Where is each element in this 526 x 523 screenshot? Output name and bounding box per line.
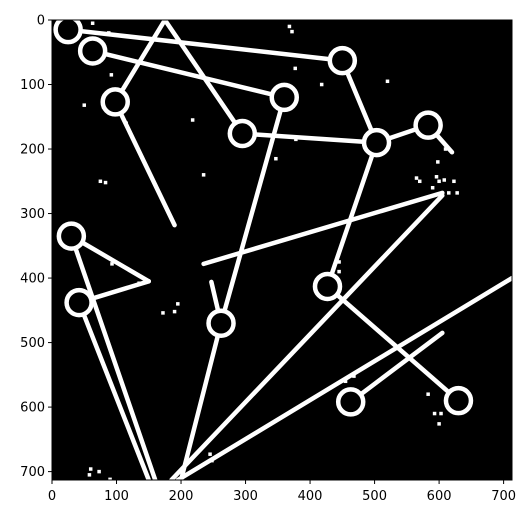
noise-speck [99, 180, 103, 184]
noise-speck [337, 260, 341, 264]
noise-speck [176, 302, 180, 306]
noise-speck [108, 478, 112, 482]
y-tick-label: 400 [20, 272, 45, 287]
noise-speck [320, 83, 324, 87]
noise-speck [418, 180, 422, 184]
noise-speck [210, 459, 214, 463]
noise-speck [415, 176, 419, 180]
y-tick-label: 200 [20, 143, 45, 158]
x-axis: 0 100 200 300 400 500 600 700 [48, 480, 516, 504]
noise-speck [293, 67, 297, 71]
noise-speck [110, 262, 114, 266]
noise-speck [104, 181, 108, 185]
noise-speck [202, 173, 206, 177]
y-axis: 0 100 200 300 400 500 600 700 [20, 14, 52, 481]
noise-speck [439, 412, 443, 416]
noise-speck [352, 374, 356, 378]
x-tick-label: 400 [298, 489, 323, 504]
noise-speck [89, 467, 93, 471]
noise-speck [290, 30, 294, 34]
noise-speck [107, 31, 111, 35]
noise-speck [435, 175, 439, 179]
noise-speck [173, 310, 177, 314]
noise-speck [452, 180, 456, 184]
y-tick-label: 100 [20, 78, 45, 93]
y-tick-label: 500 [20, 336, 45, 351]
x-tick-label: 600 [427, 489, 452, 504]
y-tick-label: 300 [20, 207, 45, 222]
noise-speck [208, 452, 212, 456]
noise-speck [137, 281, 141, 285]
noise-speck [191, 118, 195, 122]
noise-speck [88, 473, 92, 477]
noise-speck [386, 80, 390, 84]
noise-speck [110, 73, 114, 77]
x-tick-label: 500 [362, 489, 387, 504]
y-tick-label: 700 [20, 465, 45, 480]
x-tick-label: 200 [169, 489, 194, 504]
x-tick-label: 0 [48, 489, 56, 504]
noise-speck [344, 380, 348, 384]
noise-speck [124, 121, 128, 125]
noise-speck [444, 147, 448, 151]
y-tick-label: 0 [37, 14, 45, 29]
x-tick-label: 700 [491, 489, 516, 504]
noise-speck [83, 103, 87, 107]
noise-speck [443, 178, 447, 182]
x-tick-label: 100 [104, 489, 129, 504]
noise-speck [437, 422, 441, 426]
noise-speck [294, 138, 298, 142]
x-tick-label: 300 [233, 489, 258, 504]
y-tick-label: 600 [20, 401, 45, 416]
noise-speck [288, 25, 292, 29]
noise-speck [161, 311, 165, 315]
noise-speck [426, 392, 430, 396]
noise-speck [91, 21, 95, 25]
noise-speck [433, 412, 437, 416]
noise-speck [436, 160, 440, 164]
noise-speck [455, 191, 459, 195]
noise-speck [447, 191, 451, 195]
noise-speck [337, 270, 341, 274]
noise-speck [97, 470, 101, 474]
noise-speck [431, 186, 435, 190]
noise-speck [274, 157, 278, 161]
noise-speck [437, 180, 441, 184]
